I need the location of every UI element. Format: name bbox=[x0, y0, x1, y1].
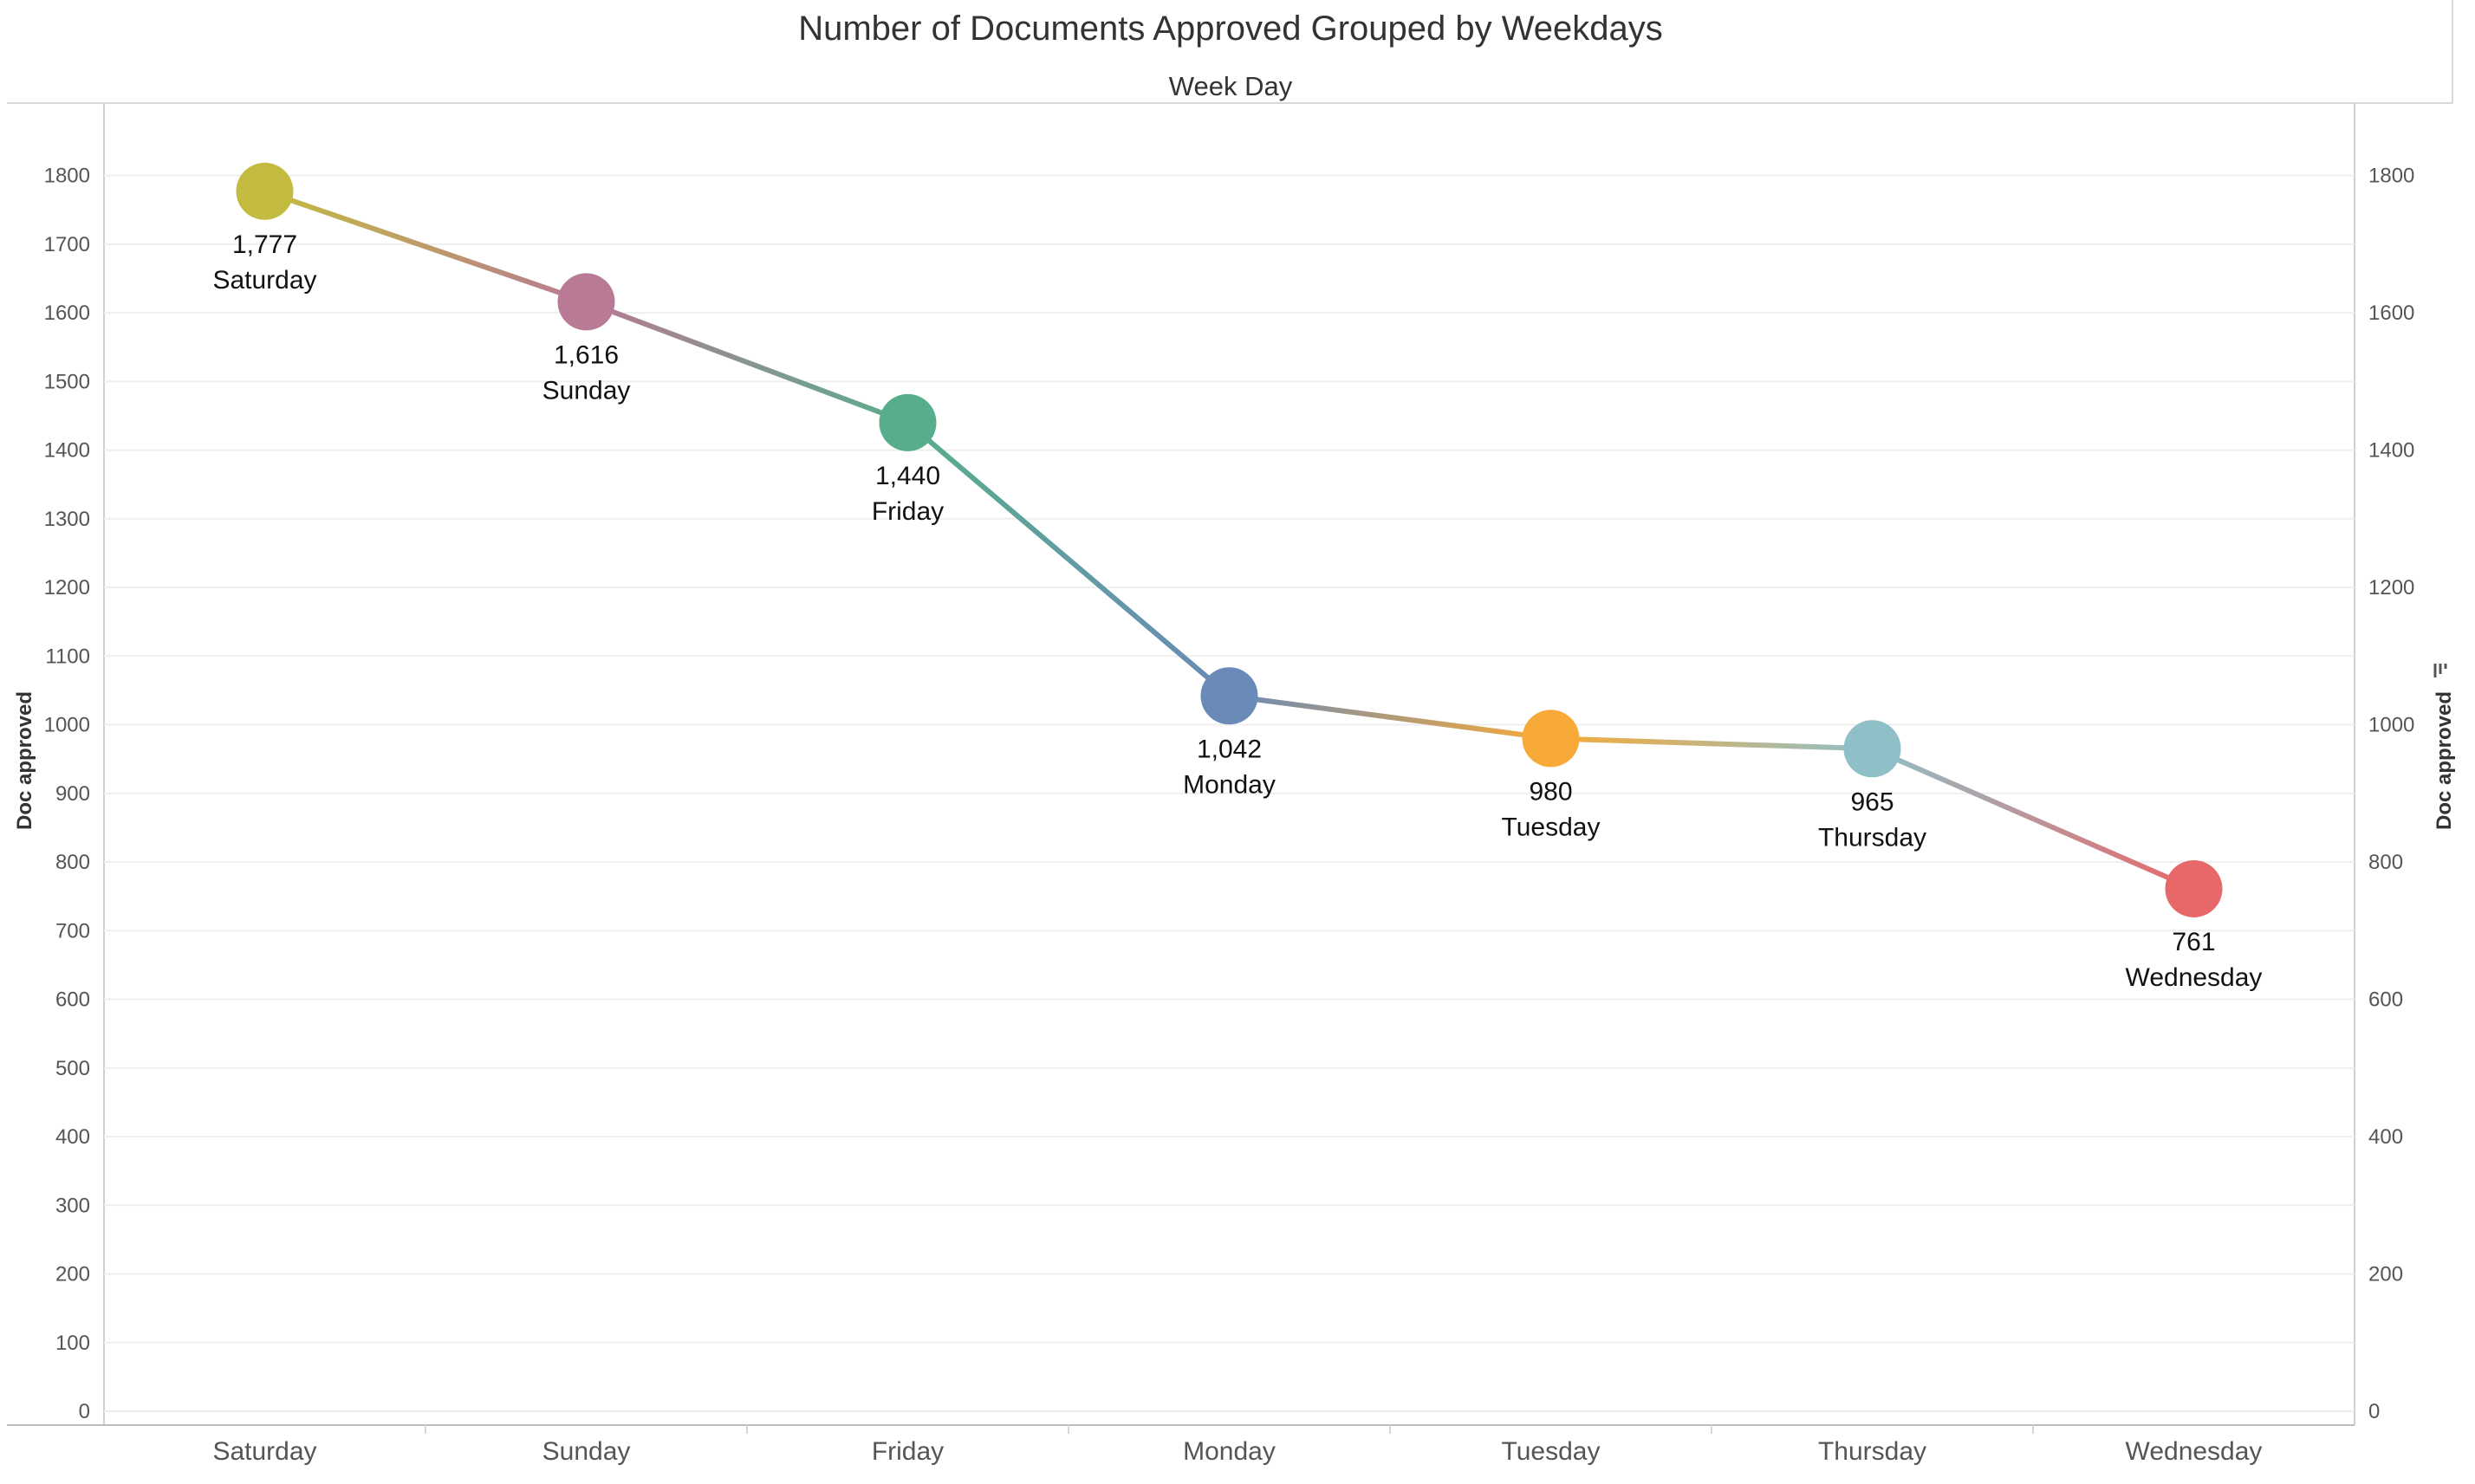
data-point[interactable] bbox=[557, 273, 615, 331]
data-value-label: 1,616 bbox=[554, 340, 619, 369]
data-category-label: Sunday bbox=[542, 376, 631, 405]
x-axis-ticks: Saturday Sunday Friday Monday Tuesday Thursda… bbox=[212, 1437, 2262, 1466]
left-y-tick-label: 200 bbox=[55, 1263, 90, 1286]
right-y-tick-label: 1000 bbox=[2368, 714, 2414, 737]
left-y-tick-label: 800 bbox=[55, 851, 90, 874]
left-y-tick-label: 1600 bbox=[44, 301, 90, 325]
x-tick-label: Tuesday bbox=[1502, 1437, 1601, 1466]
right-y-tick-label: 1800 bbox=[2368, 165, 2414, 188]
left-y-tick-label: 500 bbox=[55, 1057, 90, 1080]
left-y-tick-label: 100 bbox=[55, 1332, 90, 1355]
series-line-segment bbox=[1226, 693, 1554, 742]
data-point[interactable] bbox=[1200, 667, 1258, 725]
x-tick-label: Wednesday bbox=[2126, 1437, 2263, 1466]
left-y-tick-label: 400 bbox=[55, 1125, 90, 1149]
x-tick-label: Saturday bbox=[212, 1437, 316, 1466]
x-tick-label: Friday bbox=[872, 1437, 944, 1466]
left-y-tick-label: 1700 bbox=[44, 233, 90, 256]
data-category-label: Friday bbox=[872, 497, 944, 526]
category-dividers bbox=[425, 1425, 2034, 1434]
data-category-label: Tuesday bbox=[1502, 813, 1601, 841]
left-y-tick-label: 700 bbox=[55, 919, 90, 943]
data-labels: 1,777 Saturday 1,616 Sunday 1,440 Friday 1,042… bbox=[212, 230, 2262, 992]
right-y-axis-ticks: 0 200 400 600 800 1000 1200 1400 1600 1800 bbox=[2368, 165, 2414, 1423]
sort-descending-icon[interactable] bbox=[2433, 664, 2447, 677]
right-y-tick-label: 800 bbox=[2368, 851, 2403, 874]
left-y-tick-label: 600 bbox=[55, 988, 90, 1012]
right-y-tick-label: 1600 bbox=[2368, 301, 2414, 325]
data-value-label: 1,042 bbox=[1197, 735, 1262, 763]
data-point[interactable] bbox=[879, 393, 937, 451]
x-tick-label: Sunday bbox=[542, 1437, 631, 1466]
left-y-axis-label: Doc approved bbox=[13, 691, 36, 830]
right-y-tick-label: 1400 bbox=[2368, 439, 2414, 463]
data-category-label: Thursday bbox=[1818, 823, 1926, 852]
left-y-tick-label: 1500 bbox=[44, 370, 90, 393]
data-category-label: Wednesday bbox=[2126, 963, 2263, 992]
left-y-tick-label: 300 bbox=[55, 1194, 90, 1217]
left-y-tick-label: 1000 bbox=[44, 714, 90, 737]
right-y-tick-label: 200 bbox=[2368, 1263, 2403, 1286]
series-line-segment bbox=[1869, 746, 2197, 891]
series-line-segment bbox=[583, 299, 911, 425]
chart-title: Number of Documents Approved Grouped by … bbox=[798, 10, 1663, 48]
data-point[interactable] bbox=[1522, 710, 1580, 768]
data-point[interactable] bbox=[2165, 859, 2223, 917]
left-y-tick-label: 1100 bbox=[45, 645, 90, 668]
series-lines bbox=[262, 188, 2197, 891]
data-value-label: 965 bbox=[1850, 787, 1894, 816]
data-value-label: 1,777 bbox=[232, 230, 297, 259]
data-category-label: Monday bbox=[1183, 770, 1276, 799]
data-points bbox=[236, 162, 2223, 917]
data-value-label: 1,440 bbox=[875, 462, 940, 490]
data-value-label: 980 bbox=[1529, 777, 1572, 806]
x-tick-label: Monday bbox=[1183, 1437, 1276, 1466]
x-tick-label: Thursday bbox=[1818, 1437, 1926, 1466]
right-y-tick-label: 400 bbox=[2368, 1125, 2403, 1149]
data-value-label: 761 bbox=[2172, 928, 2215, 956]
series-line-segment bbox=[905, 419, 1232, 699]
right-y-axis-label: Doc approved bbox=[2433, 691, 2456, 830]
series-line-segment bbox=[1548, 736, 1875, 752]
left-y-tick-label: 1800 bbox=[44, 165, 90, 188]
left-y-tick-label: 1400 bbox=[44, 439, 90, 463]
left-y-tick-label: 0 bbox=[79, 1400, 90, 1423]
series-line-segment bbox=[262, 188, 589, 305]
right-y-tick-label: 0 bbox=[2368, 1400, 2380, 1423]
left-y-tick-label: 1300 bbox=[44, 508, 90, 531]
right-y-tick-label: 1200 bbox=[2368, 576, 2414, 599]
right-y-tick-label: 600 bbox=[2368, 988, 2403, 1012]
data-point[interactable] bbox=[236, 162, 294, 220]
left-y-tick-label: 900 bbox=[55, 782, 90, 806]
grid-lines bbox=[104, 174, 2355, 1412]
left-y-axis-ticks: 0 100 200 300 400 500 600 700 800 900 1000 1100 1200… bbox=[44, 165, 90, 1423]
data-point[interactable] bbox=[1843, 720, 1901, 778]
data-category-label: Saturday bbox=[212, 266, 316, 295]
x-axis-title: Week Day bbox=[1169, 71, 1293, 101]
left-y-tick-label: 1200 bbox=[44, 576, 90, 599]
